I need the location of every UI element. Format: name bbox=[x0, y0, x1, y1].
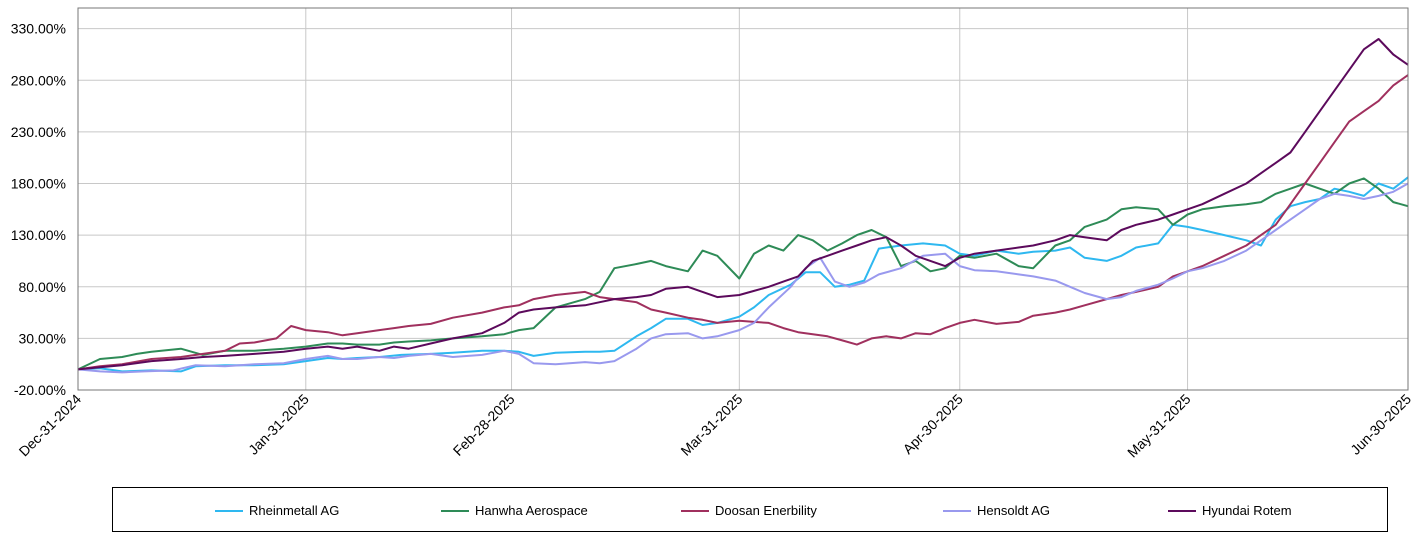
x-tick-label: Jun-30-2025 bbox=[1347, 391, 1414, 458]
x-tick-label: Jan-31-2025 bbox=[245, 391, 312, 458]
y-tick-label: 180.00% bbox=[11, 176, 66, 192]
legend-item: Doosan Enerbility bbox=[681, 488, 817, 533]
y-tick-label: -20.00% bbox=[14, 382, 66, 398]
series-line-doosan-enerbility bbox=[77, 74, 1409, 371]
legend-label: Rheinmetall AG bbox=[249, 503, 340, 518]
legend-swatch bbox=[1168, 509, 1196, 512]
y-tick-label: 80.00% bbox=[19, 279, 66, 295]
y-tick-label: 230.00% bbox=[11, 124, 66, 140]
series-line-hensoldt-ag bbox=[77, 182, 1409, 374]
y-tick-label: 130.00% bbox=[11, 227, 66, 243]
legend-label: Doosan Enerbility bbox=[715, 503, 817, 518]
plot-border bbox=[77, 7, 1409, 391]
x-tick-label: Feb-28-2025 bbox=[450, 391, 518, 459]
legend-item: Hensoldt AG bbox=[943, 488, 1050, 533]
legend-label: Hyundai Rotem bbox=[1202, 503, 1292, 518]
x-tick-label: Mar-31-2025 bbox=[677, 391, 745, 459]
legend: Rheinmetall AG Hanwha Aerospace Doosan Ene… bbox=[112, 487, 1388, 532]
x-tick-label: Dec-31-2024 bbox=[16, 391, 85, 460]
series-line-rheinmetall-ag bbox=[77, 176, 1409, 373]
legend-swatch bbox=[215, 509, 243, 512]
y-tick-label: 330.00% bbox=[11, 21, 66, 37]
legend-item: Hanwha Aerospace bbox=[441, 488, 588, 533]
x-tick-label: May-31-2025 bbox=[1124, 391, 1194, 461]
legend-item: Rheinmetall AG bbox=[215, 488, 339, 533]
series-line-hanwha-aerospace bbox=[77, 177, 1409, 371]
x-tick-label: Apr-30-2025 bbox=[900, 391, 966, 457]
y-tick-label: 280.00% bbox=[11, 72, 66, 88]
legend-swatch bbox=[943, 509, 971, 512]
legend-label: Hanwha Aerospace bbox=[475, 503, 588, 518]
legend-label: Hensoldt AG bbox=[977, 503, 1050, 518]
y-tick-label: 30.00% bbox=[19, 330, 66, 346]
legend-swatch bbox=[441, 509, 469, 512]
y-axis: -20.00% 30.00% 80.00% 130.00% 180.00% 230.00%… bbox=[11, 21, 66, 398]
x-axis: Dec-31-2024 Jan-31-2025 Feb-28-2025 Mar-31-… bbox=[16, 391, 1414, 461]
grid-lines bbox=[77, 8, 1409, 391]
legend-swatch bbox=[681, 509, 709, 512]
series-line-hyundai-rotem bbox=[77, 38, 1409, 371]
series-lines bbox=[77, 38, 1409, 374]
legend-item: Hyundai Rotem bbox=[1168, 488, 1292, 533]
